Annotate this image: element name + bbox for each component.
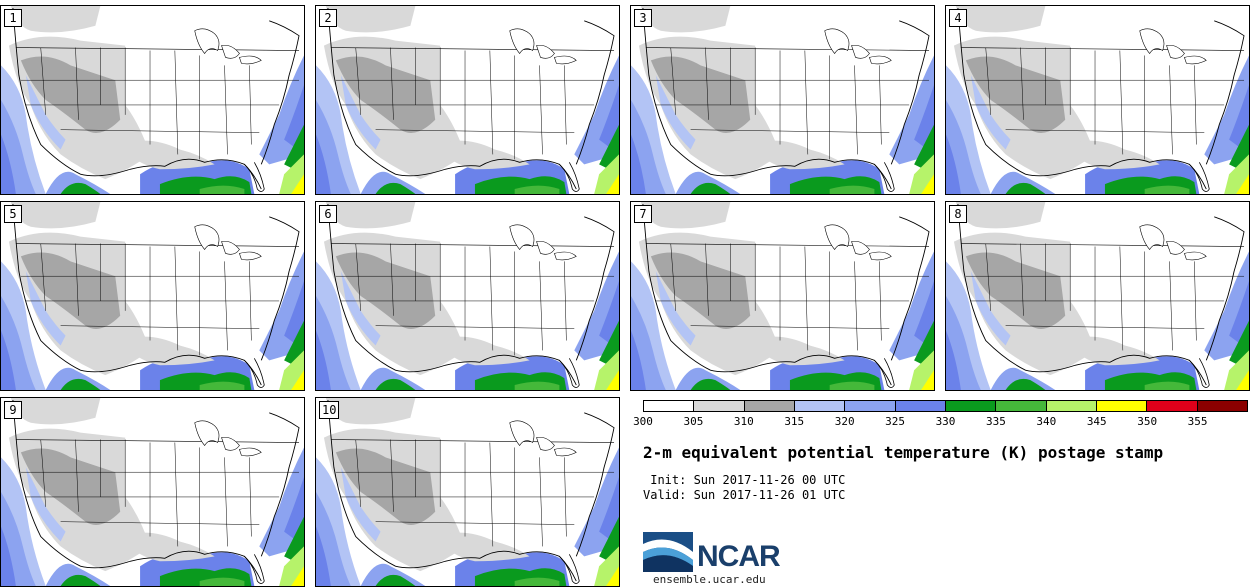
temperature-map <box>946 6 1249 194</box>
valid-time: Valid: Sun 2017-11-26 01 UTC <box>643 488 846 502</box>
colorbar-bin <box>945 401 997 411</box>
colorbar-bin <box>644 401 695 411</box>
colorbar <box>643 400 1248 412</box>
colorbar-tick-label: 325 <box>885 415 906 428</box>
colorbar-bin <box>1046 401 1097 411</box>
colorbar-tick-label: 310 <box>733 415 754 428</box>
colorbar-bin <box>694 401 745 411</box>
panel-number: 5 <box>4 205 22 223</box>
colorbar-bin <box>794 401 846 411</box>
map-panel-7: 7 <box>630 201 935 391</box>
map-panel-4: 4 <box>945 5 1250 195</box>
colorbar-tick-label: 335 <box>985 415 1006 428</box>
ncar-logo-icon <box>643 532 693 572</box>
colorbar-tick-label: 315 <box>784 415 805 428</box>
temperature-map <box>1 398 304 586</box>
panel-number: 8 <box>949 205 967 223</box>
map-panel-8: 8 <box>945 201 1250 391</box>
colorbar-tick-label: 300 <box>633 415 653 428</box>
init-time: Init: Sun 2017-11-26 00 UTC <box>643 473 846 487</box>
colorbar-tick-label: 340 <box>1036 415 1057 428</box>
site-url: ensemble.ucar.edu <box>653 573 766 586</box>
temperature-map <box>316 202 619 390</box>
colorbar-bin <box>744 401 795 411</box>
temperature-map <box>631 6 934 194</box>
colorbar-tick-label: 320 <box>834 415 855 428</box>
colorbar-bin <box>895 401 946 411</box>
panel-number: 4 <box>949 9 967 27</box>
temperature-map <box>316 398 619 586</box>
colorbar-tick-label: 330 <box>935 415 956 428</box>
temperature-map <box>1 202 304 390</box>
colorbar-bin <box>996 401 1047 411</box>
colorbar-tick-label: 345 <box>1086 415 1107 428</box>
panel-number: 1 <box>4 9 22 27</box>
temperature-map <box>316 6 619 194</box>
ncar-logo-text: NCAR <box>697 540 781 573</box>
colorbar-tick-label: 350 <box>1137 415 1158 428</box>
colorbar-tick-label: 355 <box>1187 415 1208 428</box>
page-title: 2-m equivalent potential temperature (K)… <box>643 443 1164 462</box>
map-panel-6: 6 <box>315 201 620 391</box>
panel-number: 7 <box>634 205 652 223</box>
temperature-map <box>1 6 304 194</box>
panel-number: 9 <box>4 401 22 419</box>
colorbar-bin <box>1197 401 1247 411</box>
map-panel-2: 2 <box>315 5 620 195</box>
map-panel-10: 10 <box>315 397 620 587</box>
colorbar-bin <box>1096 401 1148 411</box>
panel-number: 2 <box>319 9 337 27</box>
colorbar-bin <box>845 401 896 411</box>
panel-number: 10 <box>319 401 340 419</box>
colorbar-tick-label: 305 <box>683 415 704 428</box>
panel-number: 3 <box>634 9 652 27</box>
colorbar-bin <box>1147 401 1198 411</box>
map-panel-1: 1 <box>0 5 305 195</box>
panel-number: 6 <box>319 205 337 223</box>
temperature-map <box>946 202 1249 390</box>
map-panel-9: 9 <box>0 397 305 587</box>
map-panel-3: 3 <box>630 5 935 195</box>
temperature-map <box>631 202 934 390</box>
map-panel-5: 5 <box>0 201 305 391</box>
